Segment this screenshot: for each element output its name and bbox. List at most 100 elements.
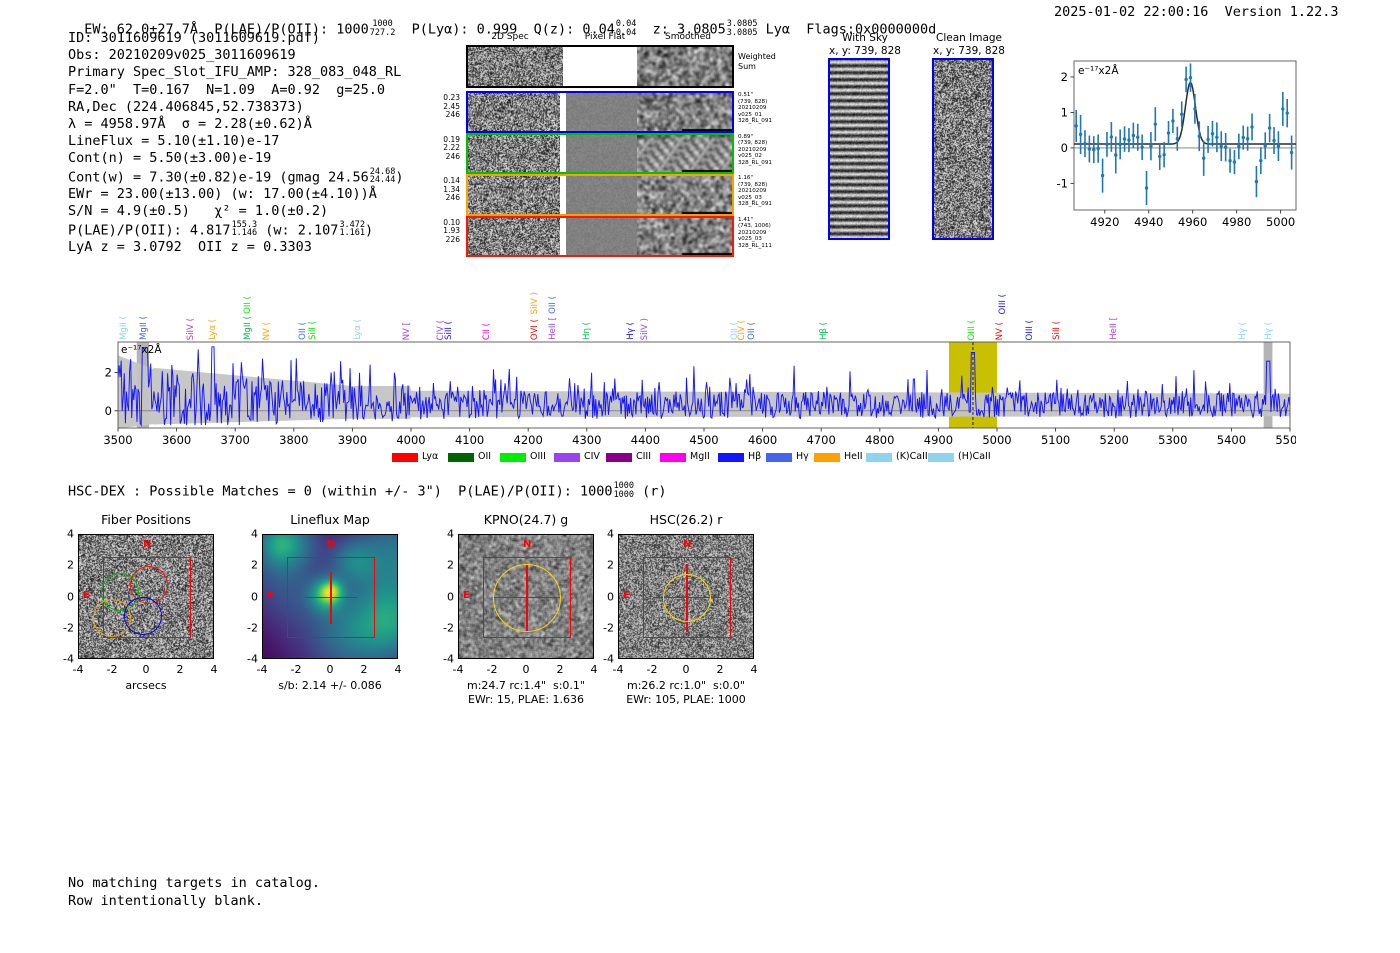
spectrum-line-label: MgII ( <box>139 315 150 340</box>
legend-label: OIII <box>530 451 546 462</box>
cutout-ytick: 2 <box>67 558 74 572</box>
info-redshifts: LyA z = 3.0792 OII z = 0.3303 <box>68 239 312 256</box>
spectrum-line-label: CIV ( <box>737 319 748 341</box>
header-qz: Q(z): 0.04 <box>533 21 615 38</box>
cutout-xtick: 2 <box>176 663 184 676</box>
spectrum-line-label: MgII ( <box>243 315 254 340</box>
cutout-caption-1: m:24.7 rc:1.4" s:0.1" <box>467 679 585 692</box>
spectrum-line-label: Lyα ( <box>353 319 364 340</box>
cutout-ytick: 2 <box>447 558 454 572</box>
cutout-ytick: -2 <box>63 621 74 635</box>
info-sn-chi2: S/N = 4.9(±0.5) χ² = 1.0(±0.2) <box>68 203 329 220</box>
spec2d-column-title-0: 2D Spec <box>491 32 529 42</box>
header-plae-label: P(LAE)/P(OII): 1000 <box>214 21 369 38</box>
catalog-match-summary: HSC-DEX : Possible Matches = 0 (within +… <box>68 481 667 500</box>
cutout-ytick: 4 <box>447 527 454 541</box>
info-lineflux: LineFlux = 5.10(±1.10)e-17 <box>68 133 280 150</box>
cutout-title: Clean Image <box>935 32 1003 44</box>
cutout-xtick: -2 <box>486 663 498 676</box>
source-info-block: ID: 3011609619 (3011609619.pdf) Obs: 202… <box>68 30 403 256</box>
spec2d-exposure-row <box>466 174 734 216</box>
cutout-panel-title: HSC(26.2) r <box>649 512 723 527</box>
spectrum-line-label: OII ( <box>747 322 758 340</box>
cutout-caption-2: EWr: 105, PLAE: 1000 <box>626 693 746 706</box>
cutout-caption-1: m:26.2 rc:1.0" s:0.0" <box>627 679 745 692</box>
svg-text:4000: 4000 <box>396 433 425 447</box>
compass-east: E <box>267 589 274 601</box>
cutout-ytick: -4 <box>443 652 454 666</box>
compass-east: E <box>623 589 630 601</box>
footer-line-1: No matching targets in catalog. <box>68 875 320 891</box>
legend-swatch <box>660 453 686 462</box>
legend-label: (K)CaII <box>896 451 928 462</box>
cutout-caption-1: s/b: 2.14 +/- 0.086 <box>278 679 382 692</box>
cutout-xtick: 2 <box>716 663 724 676</box>
cutout-xtick: -2 <box>646 663 658 676</box>
spec2d-row-stats: 0.19 2.22 246 <box>443 134 460 161</box>
svg-text:5000: 5000 <box>982 433 1011 447</box>
cutout-ytick: 0 <box>447 590 454 603</box>
cutout-ytick: 2 <box>251 558 258 572</box>
timestamp-version: 2025-01-02 22:00:16 Version 1.22.3 <box>1054 4 1339 20</box>
spec2d-row-stats: 0.10 1.93 226 <box>443 217 460 244</box>
spectrum-line-label: OVI ( <box>530 318 541 340</box>
svg-text:0: 0 <box>105 404 112 418</box>
legend-swatch <box>928 453 954 462</box>
emission-line-zoom-plot: 4920 4940 4960 4980 5000 -1 0 1 2 e⁻¹⁷x2Å <box>1040 55 1302 240</box>
spectrum-line-label: OII ( <box>243 296 254 314</box>
legend-swatch <box>392 453 418 462</box>
spectrum-line-label: OII ( <box>297 322 308 340</box>
header-plae-fraction: 1000 727.2 <box>369 19 396 38</box>
legend-item: OII <box>448 451 500 463</box>
svg-text:4980: 4980 <box>1222 215 1251 229</box>
aperture-circle <box>493 563 561 632</box>
cutout-xtick: 2 <box>360 663 368 676</box>
info-obs: Obs: 20210209v025_3011609619 <box>68 47 296 64</box>
cutout-ytick: 0 <box>607 590 614 603</box>
legend-swatch <box>718 453 744 462</box>
spectrum-line-label: HeII [ <box>548 317 559 340</box>
svg-text:3800: 3800 <box>279 433 308 447</box>
spectrum-line-label: SiIV ) <box>530 291 541 314</box>
spec2d-exposure-row <box>466 132 734 174</box>
legend-item: Lyα <box>392 451 448 463</box>
spec2d-column-title-1: Pixel Flat <box>584 32 626 42</box>
compass-north: N <box>523 539 532 550</box>
center-crosshair-v <box>330 571 332 624</box>
spectrum-line-label: NV ( <box>994 321 1005 340</box>
cutout-panel-title: Lineflux Map <box>290 512 370 527</box>
spectrum-line-label: SiII ( <box>443 321 454 340</box>
svg-text:e⁻¹⁷x2Å: e⁻¹⁷x2Å <box>1078 64 1119 77</box>
spectrum-line-label: SiII ( <box>1051 321 1062 340</box>
info-id: ID: 3011609619 (3011609619.pdf) <box>68 30 320 46</box>
compass-east: E <box>463 589 470 601</box>
spectrum-line-label: OIII ( <box>1024 319 1035 340</box>
header-summary-line: EW: 62.0±27.7Å P(LAE)/P(OII): 1000 1000 72… <box>68 4 936 38</box>
spectrum-line-label: SiII ( <box>307 321 318 340</box>
legend-label: Lyα <box>422 451 439 462</box>
legend-swatch <box>814 453 840 462</box>
legend-item: (K)CaII <box>866 451 928 463</box>
legend-swatch <box>554 453 580 462</box>
info-radec: RA,Dec (224.406845,52.738373) <box>68 98 304 115</box>
svg-text:3900: 3900 <box>338 433 367 447</box>
legend-label: HeII <box>844 451 863 462</box>
cutout-ytick: 0 <box>67 590 74 603</box>
spectrum-line-label: OIII ( <box>997 293 1008 314</box>
legend-item: Hβ <box>718 451 766 463</box>
cutout-ytick: 4 <box>67 527 74 541</box>
spectrum-line-label: Hβ ( <box>819 321 830 340</box>
svg-text:4800: 4800 <box>865 433 894 447</box>
info-gmag-fraction: 24.68 24.44 <box>369 166 396 186</box>
footprint-rectangle <box>482 556 572 639</box>
top-cutout-images: With Sky x, y: 739, 828 Clean Image x, y: 7… <box>820 32 1030 257</box>
compass-north: N <box>683 539 692 550</box>
spec2d-row-stats: 0.14 1.34 246 <box>443 176 460 203</box>
svg-text:5000: 5000 <box>1266 215 1295 229</box>
legend-item: HeII <box>814 451 866 463</box>
header-ew: EW: 62.0±27.7Å <box>84 21 199 38</box>
cutout-xy: x, y: 739, 828 <box>829 44 901 57</box>
spec2d-row-meta: 0.89" (739, 828) 20210209 v025_02 328_RL… <box>738 133 772 166</box>
hscdex-plae-fraction: 1000 1000 <box>613 481 635 500</box>
